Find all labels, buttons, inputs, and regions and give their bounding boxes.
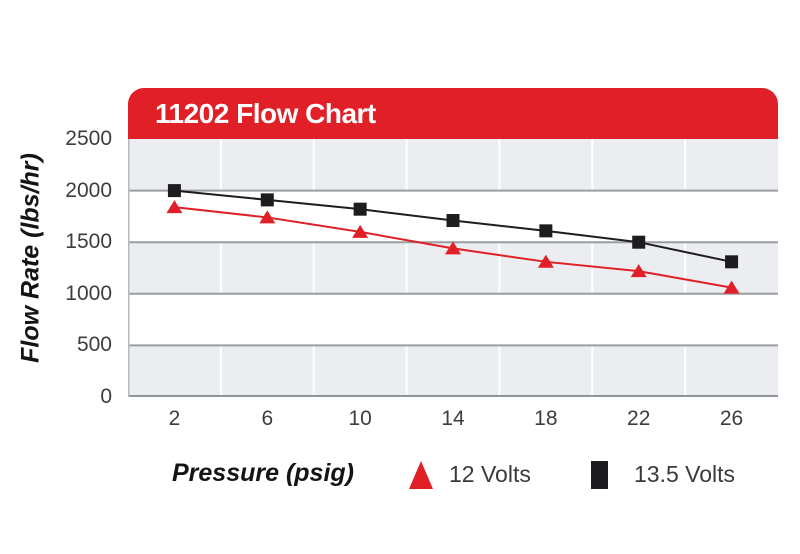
plot-band	[128, 293, 778, 346]
data-point-triangle	[445, 241, 461, 255]
data-point-triangle	[537, 254, 554, 268]
x-tick-label: 10	[348, 407, 372, 430]
data-point-triangle	[630, 264, 647, 278]
data-point-square	[353, 202, 367, 216]
data-point-square	[446, 214, 460, 228]
y-tick-label: 2000	[65, 178, 112, 202]
legend-label-13-5-volts: 13.5 Volts	[634, 461, 736, 487]
data-point-triangle	[166, 200, 183, 214]
data-point-square	[167, 184, 181, 198]
legend-square-marker-icon	[591, 461, 608, 489]
y-tick-label: 2500	[65, 127, 112, 150]
legend-label-12-volts: 12 Volts	[449, 461, 531, 487]
x-tick-label: 22	[627, 407, 651, 430]
data-point-square	[725, 255, 739, 269]
x-axis-title: Pressure (psig)	[172, 459, 355, 487]
data-point-triangle	[259, 210, 276, 224]
plot-area	[128, 139, 778, 397]
y-tick-label: 500	[76, 333, 112, 357]
x-tick-label: 26	[719, 407, 744, 430]
x-tick-label: 18	[534, 407, 558, 430]
x-tick-label: 2	[168, 407, 181, 430]
page-title: 11202 Flow Chart	[155, 97, 376, 129]
flow-rate-chart	[128, 139, 778, 397]
legend-triangle-marker-icon	[409, 461, 433, 489]
data-point-square	[539, 224, 553, 238]
plot-band	[128, 139, 778, 191]
data-point-square	[260, 193, 274, 207]
plot-band	[128, 345, 778, 397]
x-tick-label: 14	[441, 407, 465, 430]
data-point-triangle	[352, 224, 369, 238]
y-tick-label: 1500	[65, 230, 112, 254]
data-point-triangle	[723, 280, 740, 294]
y-tick-label: 1000	[65, 281, 112, 305]
chart-title-banner: 11202 Flow Chart	[128, 88, 778, 139]
y-tick-label: 0	[100, 385, 112, 408]
x-tick-label: 6	[261, 407, 274, 430]
data-point-square	[632, 235, 646, 249]
